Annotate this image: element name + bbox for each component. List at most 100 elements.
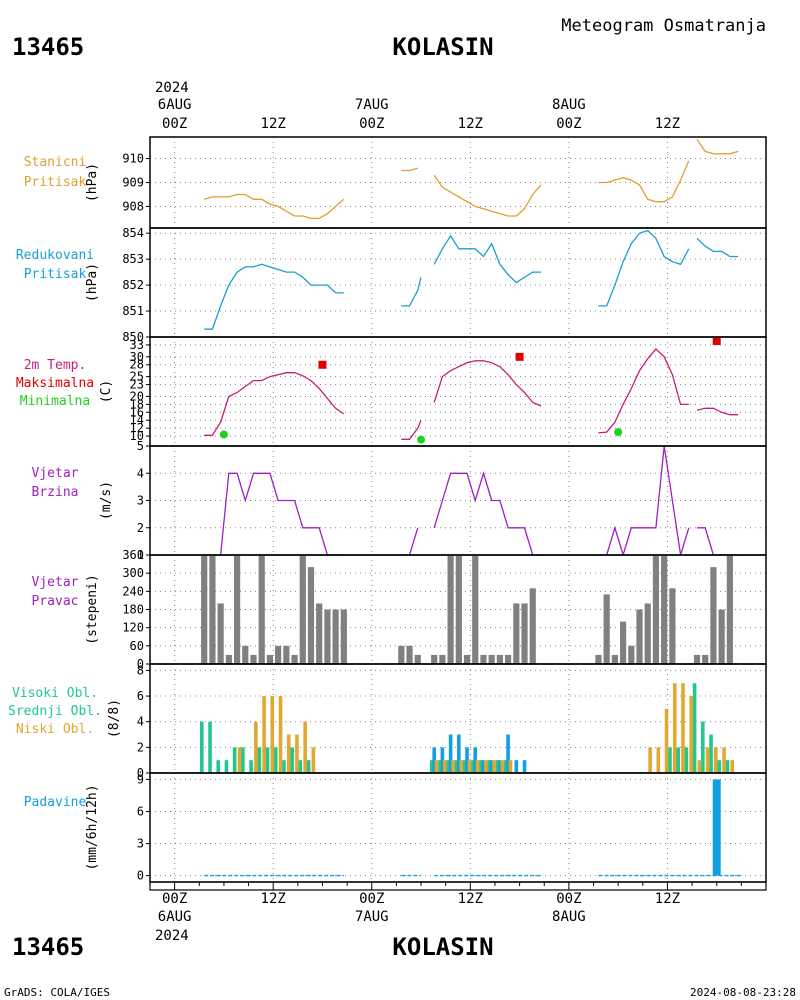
y-tick-label: 3 <box>137 837 144 851</box>
direction-bar <box>636 609 643 664</box>
direction-bar <box>431 654 438 664</box>
series-line-station_pressure <box>204 193 345 220</box>
y-tick-label: 852 <box>122 278 144 292</box>
series-line-temperature <box>696 407 739 416</box>
series-line-station_pressure <box>696 139 739 155</box>
station-name-bottom: KOLASIN <box>392 933 493 961</box>
max-temp-marker <box>515 352 524 361</box>
cloud-bar <box>705 747 710 773</box>
bottom-hour-label: 00Z <box>162 891 187 907</box>
y-axis-label: (stepeni) <box>85 574 100 644</box>
panel-frame <box>149 772 767 883</box>
series-line-station_pressure <box>598 160 690 203</box>
panel-label-line: Minimalna <box>20 394 90 409</box>
cloud-bar <box>434 760 439 773</box>
year-label-bottom: 2024 <box>155 928 189 944</box>
y-tick-label: 0 <box>137 657 144 671</box>
direction-bar <box>242 645 249 664</box>
cloud-bar <box>241 747 245 773</box>
cloud-bar <box>648 747 652 773</box>
direction-bar <box>603 594 610 664</box>
y-tick-label: 180 <box>122 603 144 617</box>
direction-bar <box>652 555 660 664</box>
series-line-temperature <box>204 372 345 436</box>
y-tick-label: 909 <box>122 176 144 190</box>
top-hour-label: 00Z <box>162 116 187 132</box>
bottom-hour-label: 12Z <box>458 891 483 907</box>
cloud-bar <box>200 721 204 773</box>
direction-bar <box>488 654 495 664</box>
cloud-bar <box>722 747 726 773</box>
y-tick-label: 854 <box>122 226 144 240</box>
cloud-bar <box>503 760 508 773</box>
y-tick-label: 30 <box>130 350 144 364</box>
y-tick-label: 18 <box>130 397 144 411</box>
direction-bar <box>480 654 487 664</box>
y-axis-label: (hPa) <box>85 263 100 302</box>
panel-label-line: Pritisak <box>24 175 87 190</box>
panel-precipitation: 0 3 6 9 Padavine(mm/6h/12h) <box>24 772 767 883</box>
cloud-bar <box>656 747 661 773</box>
data-group <box>200 683 739 773</box>
direction-bar <box>529 588 536 664</box>
panel-station_pressure: 908 909 910 Stanicni Pritisak(hPa) <box>24 136 767 229</box>
cloud-bar <box>442 760 447 773</box>
y-tick-label: 908 <box>122 199 144 213</box>
cloud-bar <box>257 747 262 773</box>
panel-wind_speed: 1 2 3 4 5 Vjetar Brzina (m/s) <box>32 439 767 562</box>
cloud-bar <box>730 760 735 773</box>
bottom-day-label: 7AUG <box>355 909 389 925</box>
panel-clouds: 0 2 4 6 8 Visoki Obl. Srednji Obl. Niski Obl. (8… <box>8 663 767 780</box>
y-tick-label: 14 <box>130 413 144 427</box>
top-hour-label: 12Z <box>261 116 286 132</box>
series-line-reduced_pressure <box>433 234 541 284</box>
cloud-bar <box>672 683 677 773</box>
y-tick-label: 6 <box>137 689 144 703</box>
data-group <box>204 229 739 330</box>
direction-bar <box>283 645 290 664</box>
series-line-wind_speed <box>697 527 739 555</box>
direction-bar <box>316 603 323 664</box>
cloud-bar <box>237 747 242 773</box>
panel-label-line: Maksimalna <box>16 376 94 391</box>
y-tick-label: 0 <box>137 869 144 883</box>
direction-bar <box>472 555 479 664</box>
cloud-bar <box>249 760 253 773</box>
y-tick-label: 120 <box>122 621 144 635</box>
cloud-bar <box>457 734 461 773</box>
series-line-station_pressure <box>433 174 542 217</box>
panel-label-line: Srednji Obl. <box>8 704 102 719</box>
panel-label-line: Redukovani <box>16 248 94 263</box>
cloud-bar <box>273 747 278 773</box>
data-group <box>204 779 742 877</box>
panel-reduced_pressure: 850 851 852 853 854 Redukovani Pritisak(hPa) <box>16 226 767 344</box>
y-tick-label: 28 <box>130 358 144 372</box>
cloud-bar <box>290 747 294 773</box>
y-tick-label: 851 <box>122 304 144 318</box>
cloud-bar <box>717 760 722 773</box>
cloud-bar <box>465 747 469 773</box>
direction-bar <box>233 555 241 664</box>
panel-label-line: Pravac <box>32 594 79 609</box>
panel-label-line: Padavine <box>24 795 87 810</box>
cloud-bar <box>487 760 492 773</box>
direction-bar <box>406 645 413 664</box>
direction-bar <box>201 555 208 664</box>
y-tick-label: 20 <box>130 389 144 403</box>
direction-bar <box>250 654 257 664</box>
y-tick-label: 4 <box>137 715 144 729</box>
panel-wind_direction: 0 60 120 180 240 300 360 Vjetar Pravac (stepeni) <box>32 548 767 671</box>
direction-bar <box>414 654 421 664</box>
min-temp-marker <box>417 435 426 444</box>
direction-bar <box>726 555 733 664</box>
y-tick-label: 9 <box>137 772 144 786</box>
cloud-bar <box>448 734 453 773</box>
panel-label-line: Stanicni <box>24 155 87 170</box>
cloud-bar <box>295 734 299 773</box>
y-tick-label: 2 <box>137 521 144 535</box>
y-tick-label: 16 <box>130 405 144 419</box>
series-line-wind_speed <box>204 472 344 555</box>
direction-bar <box>275 645 282 664</box>
cloud-bar <box>311 747 316 773</box>
series-line-station_pressure <box>401 167 418 172</box>
